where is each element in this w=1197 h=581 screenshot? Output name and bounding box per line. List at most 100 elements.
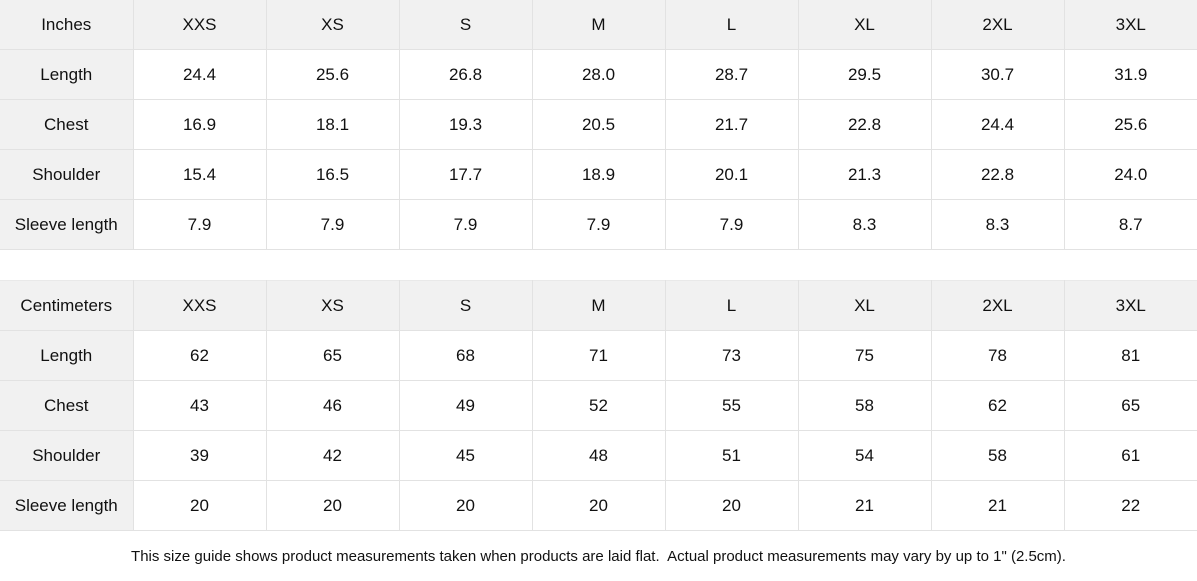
- size-guide-footnote: This size guide shows product measuremen…: [0, 531, 1197, 581]
- unit-header-cell: Inches: [0, 0, 134, 50]
- size-guide-table-inches: Inches XXS XS S M L XL 2XL 3XL Length 24…: [0, 0, 1197, 250]
- row-label-cell: Sleeve length: [0, 199, 134, 250]
- size-header-cell: XS: [265, 280, 400, 331]
- value-cell: 62: [930, 380, 1065, 431]
- table-row: Shoulder 15.4 16.5 17.7 18.9 20.1 21.3 2…: [0, 149, 1197, 200]
- value-cell: 49: [398, 380, 533, 431]
- value-cell: 22.8: [930, 149, 1065, 200]
- value-cell: 24.4: [930, 99, 1065, 150]
- value-cell: 21: [797, 480, 932, 531]
- table-section-divider: [0, 250, 1197, 280]
- row-label-cell: Shoulder: [0, 149, 134, 200]
- size-header-cell: M: [531, 280, 666, 331]
- table-row: Chest 16.9 18.1 19.3 20.5 21.7 22.8 24.4…: [0, 99, 1197, 150]
- value-cell: 31.9: [1063, 49, 1197, 100]
- table-row: Chest 43 46 49 52 55 58 62 65: [0, 380, 1197, 431]
- row-label-cell: Sleeve length: [0, 480, 134, 531]
- value-cell: 73: [664, 330, 799, 381]
- size-header-cell: XS: [265, 0, 400, 50]
- value-cell: 7.9: [531, 199, 666, 250]
- value-cell: 61: [1063, 430, 1197, 481]
- value-cell: 16.5: [265, 149, 400, 200]
- size-header-cell: 3XL: [1063, 280, 1197, 331]
- table-row: Length 62 65 68 71 73 75 78 81: [0, 330, 1197, 381]
- value-cell: 22: [1063, 480, 1197, 531]
- size-guide-table-centimeters: Centimeters XXS XS S M L XL 2XL 3XL Leng…: [0, 280, 1197, 531]
- value-cell: 21.7: [664, 99, 799, 150]
- value-cell: 39: [132, 430, 267, 481]
- value-cell: 55: [664, 380, 799, 431]
- table-header-row: Centimeters XXS XS S M L XL 2XL 3XL: [0, 280, 1197, 331]
- value-cell: 20.5: [531, 99, 666, 150]
- table-row: Sleeve length 7.9 7.9 7.9 7.9 7.9 8.3 8.…: [0, 199, 1197, 250]
- unit-header-cell: Centimeters: [0, 280, 134, 331]
- value-cell: 15.4: [132, 149, 267, 200]
- value-cell: 24.4: [132, 49, 267, 100]
- table-row: Sleeve length 20 20 20 20 20 21 21 22: [0, 480, 1197, 531]
- size-header-cell: 2XL: [930, 280, 1065, 331]
- value-cell: 21.3: [797, 149, 932, 200]
- value-cell: 7.9: [398, 199, 533, 250]
- size-header-cell: 2XL: [930, 0, 1065, 50]
- value-cell: 43: [132, 380, 267, 431]
- value-cell: 7.9: [664, 199, 799, 250]
- table-row: Length 24.4 25.6 26.8 28.0 28.7 29.5 30.…: [0, 49, 1197, 100]
- row-label-cell: Chest: [0, 380, 134, 431]
- value-cell: 18.9: [531, 149, 666, 200]
- value-cell: 68: [398, 330, 533, 381]
- value-cell: 30.7: [930, 49, 1065, 100]
- value-cell: 58: [797, 380, 932, 431]
- value-cell: 20.1: [664, 149, 799, 200]
- size-header-cell: XL: [797, 280, 932, 331]
- size-header-cell: S: [398, 0, 533, 50]
- value-cell: 46: [265, 380, 400, 431]
- row-label-cell: Length: [0, 49, 134, 100]
- size-header-cell: XXS: [132, 0, 267, 50]
- value-cell: 25.6: [1063, 99, 1197, 150]
- value-cell: 8.3: [930, 199, 1065, 250]
- value-cell: 81: [1063, 330, 1197, 381]
- value-cell: 42: [265, 430, 400, 481]
- value-cell: 58: [930, 430, 1065, 481]
- value-cell: 25.6: [265, 49, 400, 100]
- value-cell: 22.8: [797, 99, 932, 150]
- value-cell: 18.1: [265, 99, 400, 150]
- size-header-cell: L: [664, 0, 799, 50]
- value-cell: 71: [531, 330, 666, 381]
- size-header-cell: S: [398, 280, 533, 331]
- size-header-cell: L: [664, 280, 799, 331]
- value-cell: 17.7: [398, 149, 533, 200]
- value-cell: 8.3: [797, 199, 932, 250]
- value-cell: 29.5: [797, 49, 932, 100]
- value-cell: 20: [664, 480, 799, 531]
- value-cell: 75: [797, 330, 932, 381]
- table-header-row: Inches XXS XS S M L XL 2XL 3XL: [0, 0, 1197, 50]
- value-cell: 51: [664, 430, 799, 481]
- value-cell: 45: [398, 430, 533, 481]
- row-label-cell: Length: [0, 330, 134, 381]
- value-cell: 24.0: [1063, 149, 1197, 200]
- size-header-cell: M: [531, 0, 666, 50]
- value-cell: 65: [1063, 380, 1197, 431]
- value-cell: 20: [265, 480, 400, 531]
- size-header-cell: 3XL: [1063, 0, 1197, 50]
- value-cell: 19.3: [398, 99, 533, 150]
- value-cell: 21: [930, 480, 1065, 531]
- value-cell: 52: [531, 380, 666, 431]
- value-cell: 7.9: [132, 199, 267, 250]
- value-cell: 26.8: [398, 49, 533, 100]
- value-cell: 48: [531, 430, 666, 481]
- value-cell: 28.7: [664, 49, 799, 100]
- value-cell: 7.9: [265, 199, 400, 250]
- size-header-cell: XL: [797, 0, 932, 50]
- value-cell: 65: [265, 330, 400, 381]
- value-cell: 28.0: [531, 49, 666, 100]
- value-cell: 62: [132, 330, 267, 381]
- value-cell: 78: [930, 330, 1065, 381]
- value-cell: 20: [398, 480, 533, 531]
- value-cell: 16.9: [132, 99, 267, 150]
- size-header-cell: XXS: [132, 280, 267, 331]
- value-cell: 20: [132, 480, 267, 531]
- table-row: Shoulder 39 42 45 48 51 54 58 61: [0, 430, 1197, 481]
- value-cell: 20: [531, 480, 666, 531]
